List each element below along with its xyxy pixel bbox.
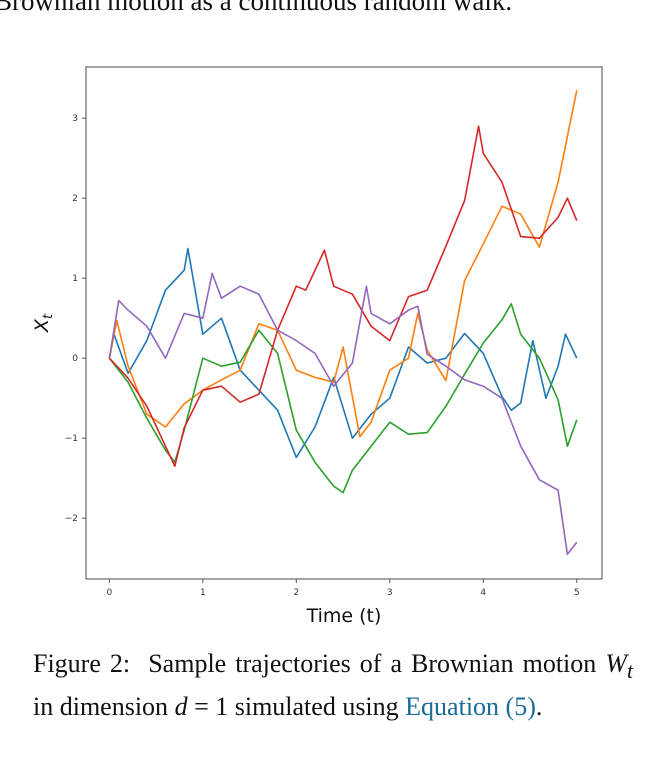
x-tick-label: 2: [293, 588, 299, 598]
caption-text-1: Sample trajectories of a Brownian motion: [148, 649, 606, 678]
x-tick-label: 1: [200, 588, 206, 598]
caption-sub-t: t: [626, 659, 634, 684]
y-axis-label: X_t: [31, 313, 56, 333]
x-tick-label: 4: [480, 588, 486, 598]
trajectory-2: [108, 90, 578, 438]
x-axis-ticks: 0 1 2 3 4 5: [107, 579, 580, 598]
previous-text-line: Brownian motion as a continuous random w…: [0, 0, 513, 16]
equation-link[interactable]: Equation (5): [405, 692, 536, 722]
brownian-chart: 0 1 2 3 4 5 −2 −1 0 1 2 3 Time (t) X_t: [31, 66, 603, 627]
trajectory-5: [108, 272, 578, 555]
y-axis-label-sub: t: [41, 313, 56, 319]
caption-text-3: = 1 simulated using: [187, 692, 406, 722]
y-tick-label: 3: [72, 114, 78, 124]
plot-frame: [85, 66, 603, 580]
y-tick-label: 0: [72, 354, 78, 364]
caption-var-w: W: [605, 649, 627, 678]
y-axis-label-base: X: [31, 318, 53, 333]
figure-caption: Figure 2: Sample trajectories of a Brown…: [33, 646, 633, 725]
x-tick-label: 5: [574, 588, 580, 598]
series-lines: [108, 90, 578, 555]
x-tick-label: 0: [107, 588, 113, 598]
caption-end: .: [535, 692, 543, 722]
y-axis-label-group: X_t: [31, 313, 56, 333]
y-tick-label: 1: [72, 274, 78, 284]
y-axis-ticks: −2 −1 0 1 2 3: [65, 114, 86, 524]
x-axis-label: Time (t): [306, 605, 382, 627]
caption-var-d: d: [174, 692, 188, 722]
y-tick-label: 2: [72, 194, 78, 204]
y-tick-label: −1: [65, 434, 78, 444]
trajectory-1: [108, 247, 578, 459]
trajectory-3: [108, 303, 578, 494]
y-tick-label: −2: [65, 514, 78, 524]
caption-label: Figure 2:: [33, 649, 131, 678]
caption-text-2: in dimension: [33, 692, 175, 722]
trajectory-4: [108, 125, 578, 467]
x-tick-label: 3: [387, 588, 393, 598]
